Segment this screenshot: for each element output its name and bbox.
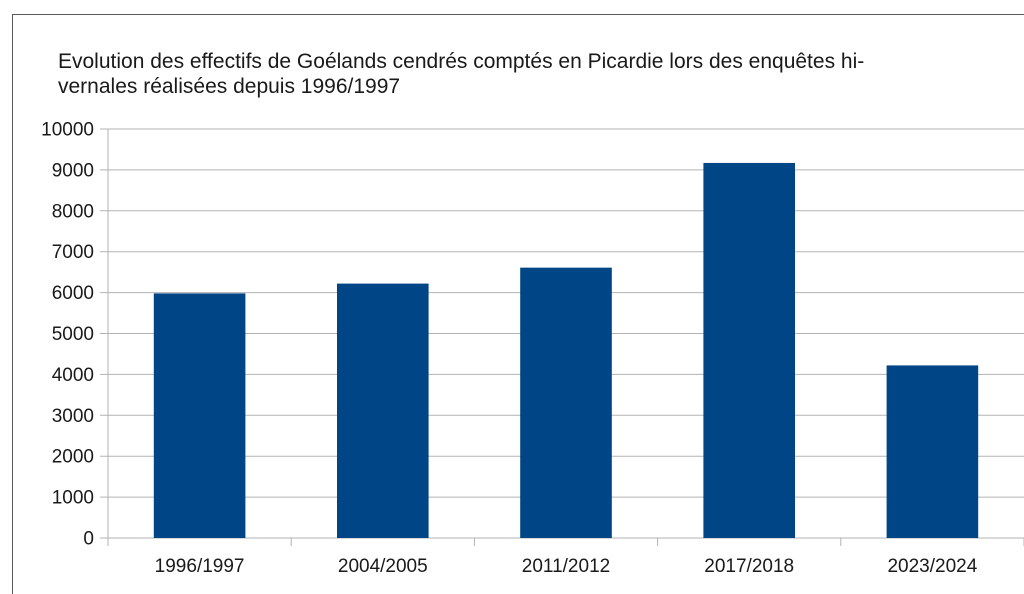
y-tick-label: 10000 bbox=[41, 120, 94, 141]
chart-title-line-1: Evolution des effectifs de Goélands cend… bbox=[58, 50, 864, 73]
bar-2004-2005 bbox=[337, 283, 429, 538]
y-tick-label: 5000 bbox=[52, 324, 94, 345]
bars bbox=[153, 162, 979, 538]
y-axis-ticks: 0 1000 2000 3000 4000 5000 6000 7000 8000 9000 100… bbox=[41, 120, 94, 550]
x-tick-label: 1996/1997 bbox=[155, 556, 245, 577]
x-tick-label: 2011/2012 bbox=[522, 556, 610, 577]
y-tick-label: 9000 bbox=[52, 160, 94, 181]
bar-2017-2018 bbox=[703, 162, 795, 538]
y-tick-label: 6000 bbox=[52, 283, 94, 304]
bar-2023-2024 bbox=[886, 365, 979, 538]
bar-chart: Evolution des effectifs de Goélands cend… bbox=[41, 50, 1024, 577]
bar-2011-2012 bbox=[520, 267, 612, 538]
y-tick-label: 2000 bbox=[52, 447, 94, 468]
y-tick-label: 3000 bbox=[52, 406, 94, 427]
y-tick-label: 1000 bbox=[52, 488, 94, 509]
bar-1996-1997 bbox=[153, 293, 246, 538]
y-tick-label: 7000 bbox=[52, 242, 94, 263]
x-tick-label: 2004/2005 bbox=[338, 556, 428, 577]
chart-frame bbox=[12, 14, 1024, 594]
x-tick-label: 2023/2024 bbox=[887, 556, 977, 577]
x-tick-label: 2017/2018 bbox=[704, 556, 794, 577]
x-axis-ticks: 1996/1997 2004/2005 2011/2012 2017/2018 2023… bbox=[155, 556, 978, 577]
y-tick-label: 0 bbox=[83, 529, 94, 550]
y-tick-label: 8000 bbox=[52, 201, 94, 222]
y-tick-label: 4000 bbox=[52, 365, 94, 386]
chart-title-line-2: vernales réalisées depuis 1996/1997 bbox=[58, 75, 400, 98]
